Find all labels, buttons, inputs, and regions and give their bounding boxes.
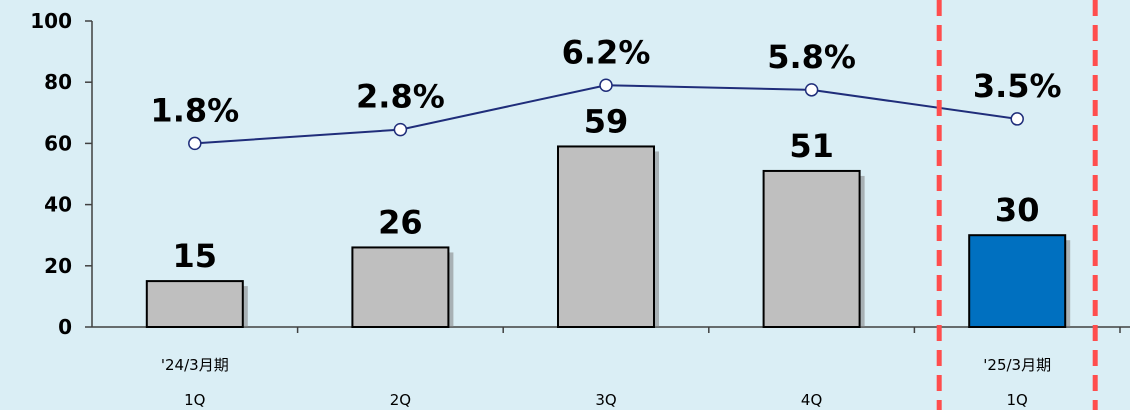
highlight-box (936, 0, 1098, 410)
y-tick-label: 0 (58, 315, 72, 339)
line-point (188, 136, 202, 151)
x-tick-label-quarter: 3Q (595, 391, 616, 409)
y-axis: 0 20 40 60 80 100 (30, 9, 93, 339)
line-value-label: 6.2% (562, 33, 651, 71)
line-series: 1.8% 2.8% 6.2% 5.8% 3.5% (150, 33, 1062, 151)
bar-value-label: 30 (995, 191, 1040, 229)
y-tick-label: 20 (44, 254, 72, 278)
bar (557, 145, 655, 328)
bar (351, 246, 450, 328)
line-point (804, 83, 819, 97)
bars: 15 26 59 51 30 (145, 102, 1071, 329)
bar (968, 234, 1067, 328)
bar (762, 169, 861, 328)
x-tick-label-quarter: 1Q (184, 391, 205, 409)
line-value-label: 3.5% (973, 67, 1062, 105)
x-tick-label-period: '24/3月期 (161, 356, 229, 374)
x-axis: '24/3月期 1Q 2Q 3Q 4Q '25/3月期 1Q (92, 326, 1130, 409)
line-value-label: 5.8% (767, 38, 856, 76)
x-tick-label-period: '25/3月期 (983, 356, 1051, 374)
bar-value-label: 51 (789, 127, 834, 165)
line-point (599, 78, 613, 93)
line-value-label: 2.8% (356, 78, 445, 116)
y-tick-label: 60 (44, 131, 72, 155)
line-point (1010, 112, 1024, 126)
x-tick-label-quarter: 2Q (390, 391, 411, 409)
bar-value-label: 59 (584, 102, 629, 140)
bar-value-label: 26 (378, 203, 423, 241)
bar (145, 280, 244, 329)
x-tick-label-quarter: 4Q (801, 391, 822, 409)
line-value-label: 1.8% (150, 91, 239, 129)
x-tick-label-quarter: 1Q (1007, 391, 1028, 409)
line-point (393, 122, 408, 137)
y-tick-label: 40 (44, 193, 72, 217)
y-tick-label: 100 (30, 9, 72, 33)
y-tick-label: 80 (44, 70, 72, 94)
bar-value-label: 15 (173, 237, 218, 275)
